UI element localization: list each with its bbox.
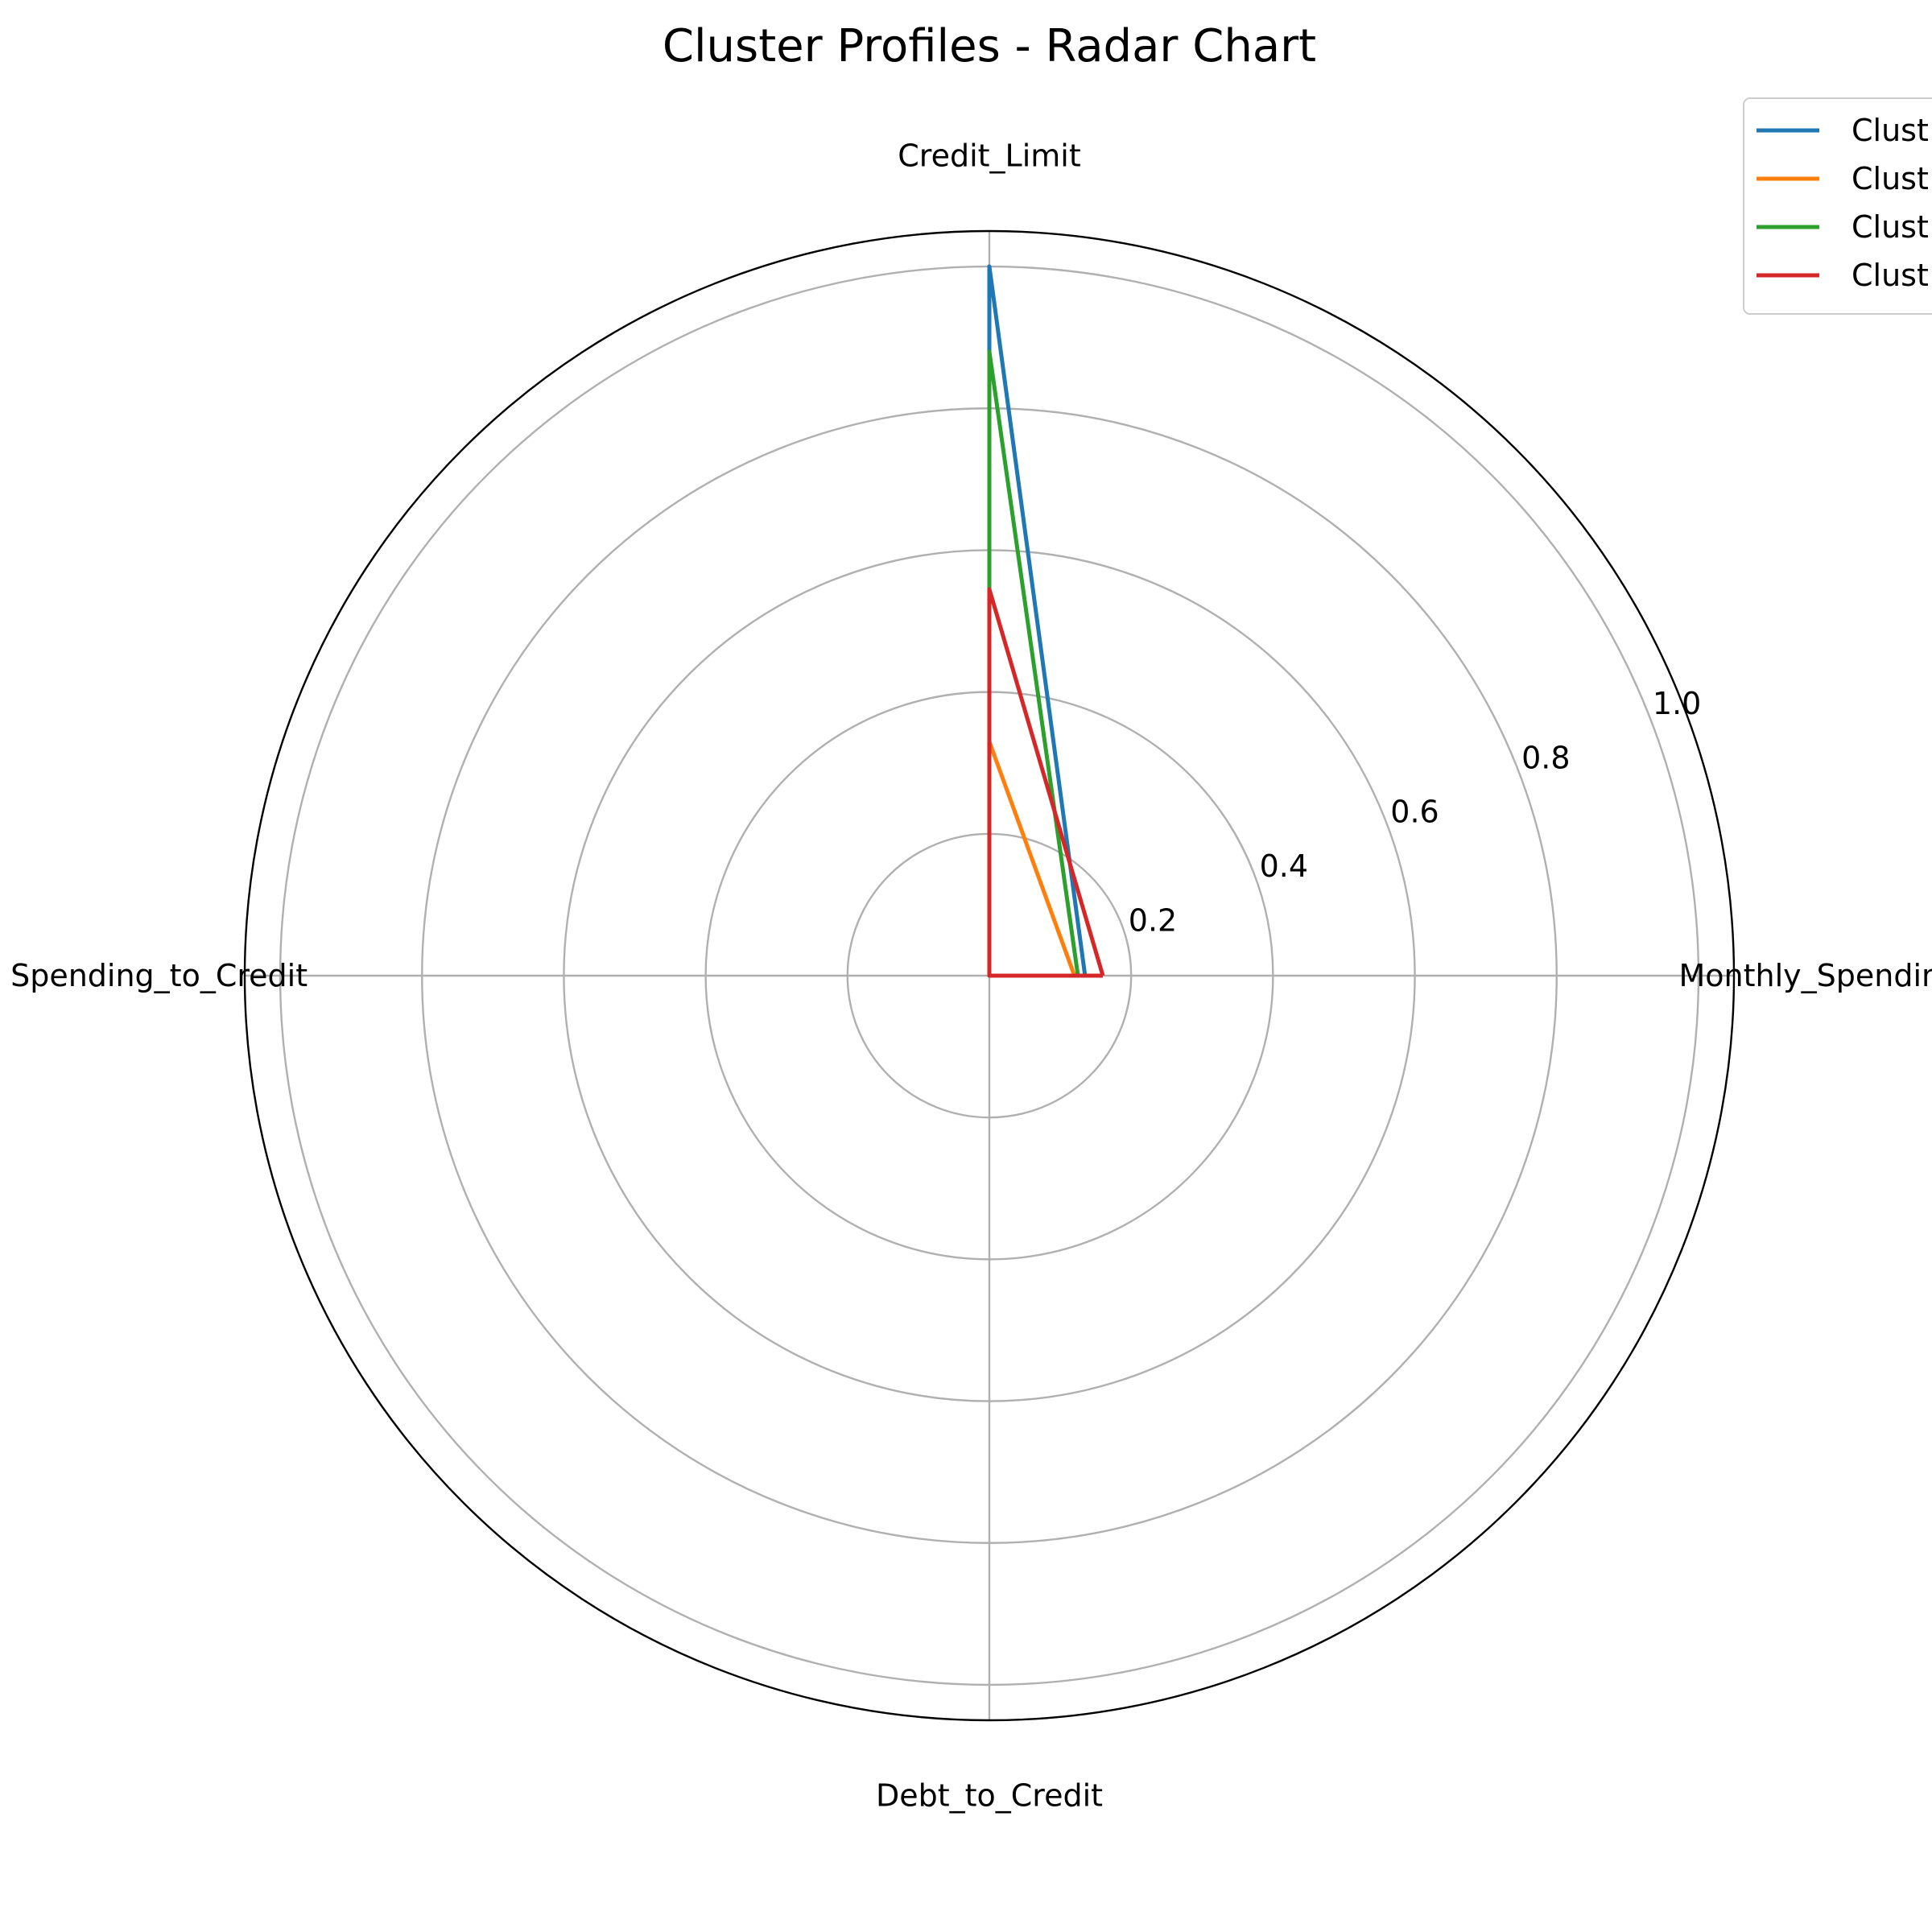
tick-label-2: 0.6 [1390,795,1439,830]
legend: Clust Clust Clust Clust [1743,97,1932,315]
legend-label-1: Clust [1852,161,1929,196]
series-layer [987,264,1105,978]
legend-frame [1743,97,1932,315]
tick-label-4: 1.0 [1653,686,1701,721]
axis-label-3: Debt_to_Credit [876,1777,1103,1813]
tick-label-1: 0.4 [1260,848,1308,884]
axis-labels: Monthly_Spending Credit_Limit Spending_to_… [10,138,1932,1814]
series-line-3 [987,587,1105,978]
series-line-2 [987,349,1080,978]
legend-label-3: Clust [1852,258,1929,293]
legend-label-0: Clust [1852,113,1929,148]
axis-label-2: Spending_to_Credit [10,958,308,993]
axis-label-0: Monthly_Spending [1679,958,1932,993]
radial-ticks: 0.2 0.4 0.6 0.8 1.0 [1129,686,1702,939]
legend-label-2: Clust [1852,209,1929,245]
chart-title: Cluster Profiles - Radar Chart [663,20,1316,72]
axis-label-1: Credit_Limit [898,138,1080,174]
polar-frame [243,229,1736,1722]
tick-label-3: 0.8 [1521,740,1570,775]
tick-label-0: 0.2 [1129,903,1177,939]
